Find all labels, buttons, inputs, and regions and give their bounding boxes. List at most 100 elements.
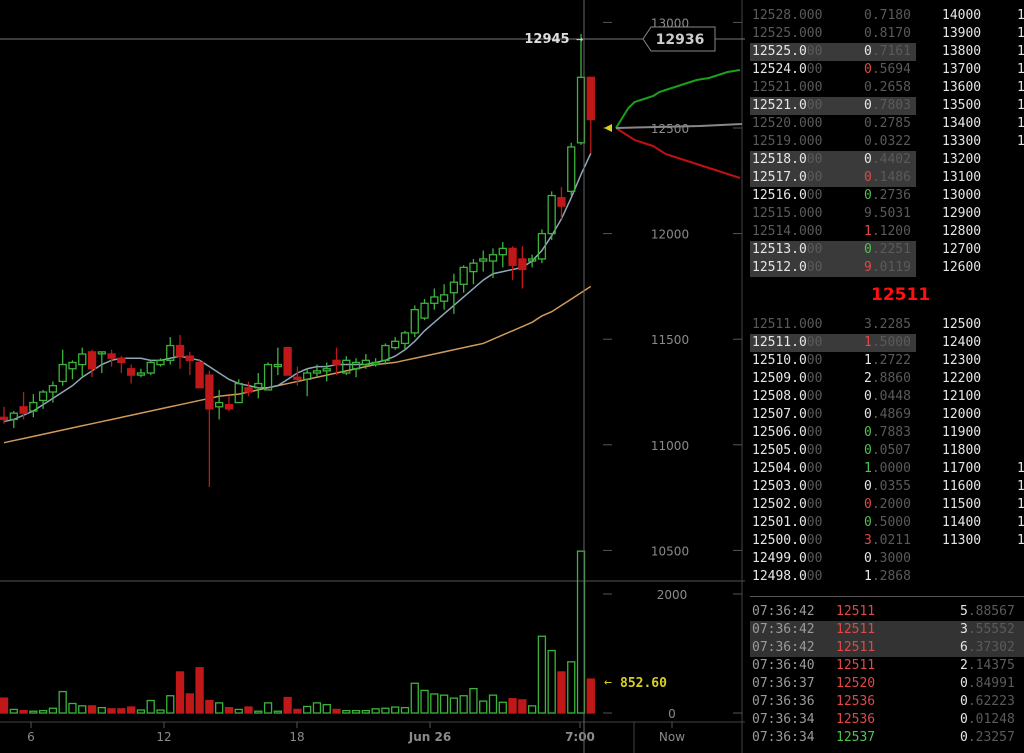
ladder-price[interactable]: 12600: [942, 260, 982, 275]
ladder-price[interactable]: 12500: [942, 317, 982, 332]
order-book-row[interactable]: 12501.000 0.5000: [750, 514, 916, 532]
ladder-price[interactable]: 11900: [942, 425, 982, 440]
ladder-price[interactable]: 13800: [942, 44, 982, 59]
order-book-row[interactable]: 12528.000 0.7180: [750, 7, 916, 25]
order-book-row[interactable]: 12502.000 0.2000: [750, 496, 916, 514]
ladder-price[interactable]: 11500: [942, 497, 982, 512]
order-price: 12515.000: [752, 206, 823, 221]
ladder-price[interactable]: 13500: [942, 98, 982, 113]
ladder-price[interactable]: 12700: [942, 242, 982, 257]
ladder-price[interactable]: 13900: [942, 26, 982, 41]
volume-bar-down: [332, 708, 341, 714]
ladder-price[interactable]: 13600: [942, 80, 982, 95]
order-price: 12499.000: [752, 551, 823, 566]
order-price: 12525.000: [752, 44, 823, 59]
order-price: 12498.000: [752, 569, 823, 584]
ladder-price[interactable]: 13200: [942, 152, 982, 167]
trade-price: 12537: [836, 730, 876, 745]
order-size: 1.2722: [864, 353, 911, 368]
candle-up: [381, 344, 390, 361]
candle-down: [87, 351, 97, 370]
order-book-row[interactable]: 12511.000 3.2285: [750, 316, 916, 334]
ladder-price[interactable]: 11800: [942, 443, 982, 458]
order-size: 3.2285: [864, 317, 911, 332]
trade-row: 07:36:42 12511 3.55552: [750, 621, 1024, 639]
trade-time: 07:36:36: [752, 694, 815, 709]
ladder-price[interactable]: 11400: [942, 515, 982, 530]
order-book-row[interactable]: 12510.000 1.2722: [750, 352, 916, 370]
order-book-row[interactable]: 12521.000 0.7803: [750, 97, 916, 115]
ladder-price[interactable]: 14000: [942, 8, 982, 23]
order-book-row[interactable]: 12500.000 3.0211: [750, 532, 916, 550]
ladder-price[interactable]: 11600: [942, 479, 982, 494]
order-book-row[interactable]: 12506.000 0.7883: [750, 424, 916, 442]
volume-bar-up: [479, 700, 488, 714]
ladder-price[interactable]: 11700: [942, 461, 982, 476]
trade-row: 07:36:36 12536 0.62223: [750, 693, 1024, 711]
order-price: 12513.000: [752, 242, 823, 257]
volume-bar-up: [273, 710, 282, 714]
order-book-row[interactable]: 12517.000 0.1486: [750, 169, 916, 187]
ladder-price[interactable]: 12900: [942, 206, 982, 221]
ladder-price[interactable]: 12200: [942, 371, 982, 386]
ladder-price[interactable]: 12800: [942, 224, 982, 239]
volume-bar-down: [557, 671, 566, 714]
volume-bar-up: [38, 709, 48, 714]
order-book-row[interactable]: 12514.000 1.1200: [750, 223, 916, 241]
order-book-row[interactable]: 12513.000 0.2251: [750, 241, 916, 259]
trade-row: 07:36:34 12537 0.23257: [750, 729, 1024, 747]
candle-down: [175, 344, 185, 357]
ladder-price[interactable]: 11300: [942, 533, 982, 548]
price-tick-label: 11500: [651, 333, 689, 347]
order-size: 0.8170: [864, 26, 911, 41]
candle-down: [195, 361, 204, 389]
volume-bar-up: [78, 705, 87, 714]
order-book-row[interactable]: 12520.000 0.2785: [750, 115, 916, 133]
candle-up: [38, 391, 48, 402]
ladder-price[interactable]: 13000: [942, 188, 982, 203]
order-book-row[interactable]: 12499.000 0.3000: [750, 550, 916, 568]
ladder-price[interactable]: 12000: [942, 407, 982, 422]
ladder-price[interactable]: 12300: [942, 353, 982, 368]
volume-bar-down: [205, 699, 214, 714]
candle-down: [518, 258, 527, 271]
order-book-row[interactable]: 12519.000 0.0322: [750, 133, 916, 151]
volume-bar-up: [576, 550, 586, 714]
ladder-price[interactable]: 13100: [942, 170, 982, 185]
order-book-row[interactable]: 12516.000 0.2736: [750, 187, 916, 205]
bid-depth-line: [615, 69, 741, 129]
volume-bar-up: [303, 705, 312, 714]
trade-size: 0.23257: [960, 730, 1015, 745]
order-book-row[interactable]: 12525.000 0.8170: [750, 25, 916, 43]
candle-up: [48, 385, 58, 393]
order-size: 0.0507: [864, 443, 911, 458]
order-book-row[interactable]: 12504.000 1.0000: [750, 460, 916, 478]
ladder-price[interactable]: 13700: [942, 62, 982, 77]
order-book-row[interactable]: 12507.000 0.4869: [750, 406, 916, 424]
candle-up: [322, 368, 331, 372]
order-book-row[interactable]: 12511.000 1.5000: [750, 334, 916, 352]
order-price: 12507.000: [752, 407, 823, 422]
order-book-row[interactable]: 12498.000 1.2868: [750, 568, 916, 586]
order-book-row[interactable]: 12525.000 0.7161: [750, 43, 916, 61]
order-book-row[interactable]: 12509.000 2.8860: [750, 370, 916, 388]
volume-tick-label: 0: [668, 707, 676, 721]
ladder-price[interactable]: 13300: [942, 134, 982, 149]
volume-bar-up: [9, 708, 18, 714]
candle-up: [537, 232, 547, 260]
order-book-row[interactable]: 12503.000 0.0355: [750, 478, 916, 496]
order-book-row[interactable]: 12508.000 0.0448: [750, 388, 916, 406]
ladder-price[interactable]: 12100: [942, 389, 982, 404]
order-book-row[interactable]: 12518.000 0.4402: [750, 151, 916, 169]
volume-bar-up: [58, 690, 67, 714]
order-book-row[interactable]: 12521.000 0.2658: [750, 79, 916, 97]
ladder-price[interactable]: 12400: [942, 335, 982, 350]
ladder-price[interactable]: 13400: [942, 116, 982, 131]
ladder-amount: 1: [1017, 497, 1024, 512]
order-book-row[interactable]: 12505.000 0.0507: [750, 442, 916, 460]
order-book-row[interactable]: 12512.000 9.0119: [750, 259, 916, 277]
order-book-row[interactable]: 12515.000 9.5031: [750, 205, 916, 223]
order-book-row[interactable]: 12524.000 0.5694: [750, 61, 916, 79]
ladder-amount: 1: [1017, 134, 1024, 149]
